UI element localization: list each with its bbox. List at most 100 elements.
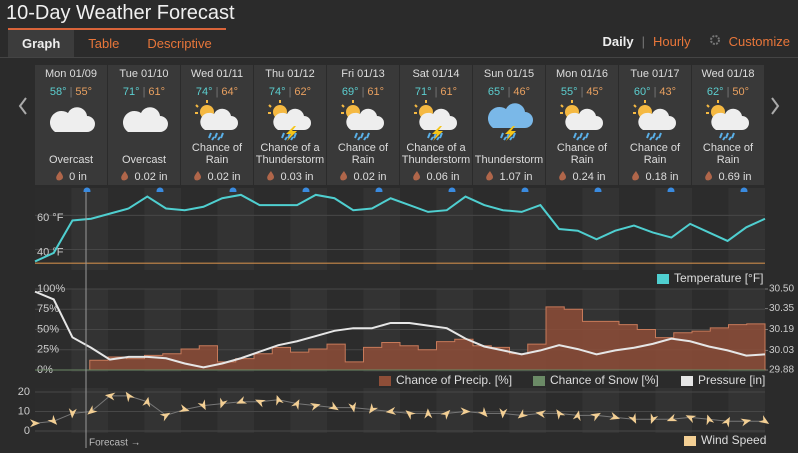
time-band: [400, 388, 437, 433]
y-tick-label: 75%: [37, 303, 59, 315]
tab[interactable]: Graph: [8, 30, 75, 58]
blue-dot: [35, 183, 107, 195]
weather-icon: [254, 100, 326, 141]
y-tick-label: 20: [18, 386, 30, 398]
wind-marker: [740, 418, 752, 427]
condition: Chance of a Thunderstorm: [255, 142, 325, 166]
low-temp: 61°: [367, 86, 385, 98]
day-card: Mon 01/16 55° | 45° Chance of Rain 0.24 in: [546, 65, 618, 195]
low-temp: 55°: [75, 86, 93, 98]
weather-icon: [692, 100, 764, 141]
condition: Overcast: [48, 154, 93, 166]
temps: 58° | 55°: [35, 86, 107, 98]
weather-icon: [473, 100, 545, 141]
precip-row: 0.24 in: [546, 171, 618, 183]
low-temp: 43°: [659, 86, 677, 98]
wind-marker: [424, 408, 433, 419]
prev-arrow[interactable]: [18, 97, 27, 115]
drop-icon: [266, 171, 280, 183]
next-arrow[interactable]: [771, 97, 780, 115]
condition: Chance of a Thunderstorm: [401, 142, 471, 166]
wind-marker: [368, 403, 379, 414]
blue-dot: [692, 183, 764, 195]
time-band: [290, 388, 327, 433]
page-title: 10-Day Weather Forecast: [6, 2, 235, 24]
y-tick-label: 50%: [37, 323, 59, 335]
legend-swatch: [681, 376, 693, 386]
day-date: Tue 01/17: [630, 68, 680, 80]
wind-marker: [609, 412, 621, 420]
precip-row: 1.07 in: [473, 171, 545, 183]
time-band: [363, 188, 400, 270]
y-tick-label: 25%: [37, 344, 59, 356]
weather-icon: [619, 100, 691, 141]
y-tick-label: 60 °F: [37, 212, 64, 224]
condition: Chance of Rain: [702, 142, 754, 166]
legend-swatch: [533, 376, 545, 386]
time-band: [509, 188, 546, 270]
wind-marker: [142, 396, 151, 408]
wind-marker: [87, 405, 98, 415]
time-band: [582, 388, 619, 433]
blue-dot: [473, 183, 545, 195]
legend-label: Pressure [in]: [698, 373, 765, 387]
time-band: [327, 388, 364, 433]
view-option[interactable]: Daily: [602, 34, 634, 49]
wind-marker: [666, 413, 678, 422]
low-temp: 50°: [732, 86, 750, 98]
customize-link[interactable]: Customize: [728, 34, 790, 49]
precip-amount: 0 in: [69, 171, 87, 183]
wind-marker: [348, 401, 357, 413]
wind-marker: [291, 399, 300, 410]
high-temp: 60°: [633, 86, 651, 98]
wind-marker: [236, 396, 248, 404]
high-temp: 62°: [706, 86, 724, 98]
gear-icon: [699, 34, 721, 49]
wind-marker: [440, 409, 451, 420]
high-temp: 69°: [341, 86, 359, 98]
low-temp: 46°: [513, 86, 531, 98]
day-date: Mon 01/16: [556, 68, 608, 80]
low-temp: 61°: [148, 86, 166, 98]
time-band: [217, 388, 254, 433]
drop-icon: [558, 171, 572, 183]
tab[interactable]: Descriptive: [147, 36, 212, 51]
low-temp: 64°: [221, 86, 239, 98]
wind-marker: [255, 399, 266, 408]
time-band: [473, 388, 510, 433]
tab[interactable]: Table: [88, 36, 120, 51]
high-temp: 74°: [268, 86, 286, 98]
time-band: [108, 388, 145, 433]
wind-marker: [572, 410, 581, 422]
day-date: Wed 01/11: [190, 68, 244, 80]
precip-row: 0 in: [35, 171, 107, 183]
y-tick-label: 40 °F: [37, 246, 64, 258]
day-date: Thu 01/12: [265, 68, 315, 80]
time-band: [327, 188, 364, 270]
time-band: [254, 188, 291, 270]
series-line: [34, 193, 766, 263]
day-card: Thu 01/12 74° | 62° Chance of a Thunderstorm…: [254, 65, 326, 195]
separator: |: [726, 86, 730, 98]
precip-row: 0.18 in: [619, 171, 691, 183]
time-band: [546, 388, 583, 433]
separator: |: [361, 86, 365, 98]
view-option[interactable]: Hourly: [653, 34, 691, 49]
wind-marker: [590, 412, 601, 422]
weather-icon: [181, 100, 253, 141]
time-band: [509, 388, 546, 433]
separator: |: [215, 86, 219, 98]
precip-row: 0.02 in: [327, 171, 399, 183]
wind-marker: [104, 392, 116, 401]
temps: 74° | 64°: [181, 86, 253, 98]
day-date: Wed 01/18: [701, 68, 755, 80]
separator: |: [580, 86, 584, 98]
separator: |: [641, 34, 645, 49]
forecast-label: Forecast →: [89, 438, 141, 449]
precip-row: 0.06 in: [400, 171, 472, 183]
condition: Overcast: [121, 154, 166, 166]
low-temp: 61°: [440, 86, 458, 98]
wind-marker: [556, 409, 566, 420]
day-card: Tue 01/17 60° | 43° Chance of Rain 0.18 in: [619, 65, 691, 195]
day-date: Tue 01/10: [119, 68, 169, 80]
